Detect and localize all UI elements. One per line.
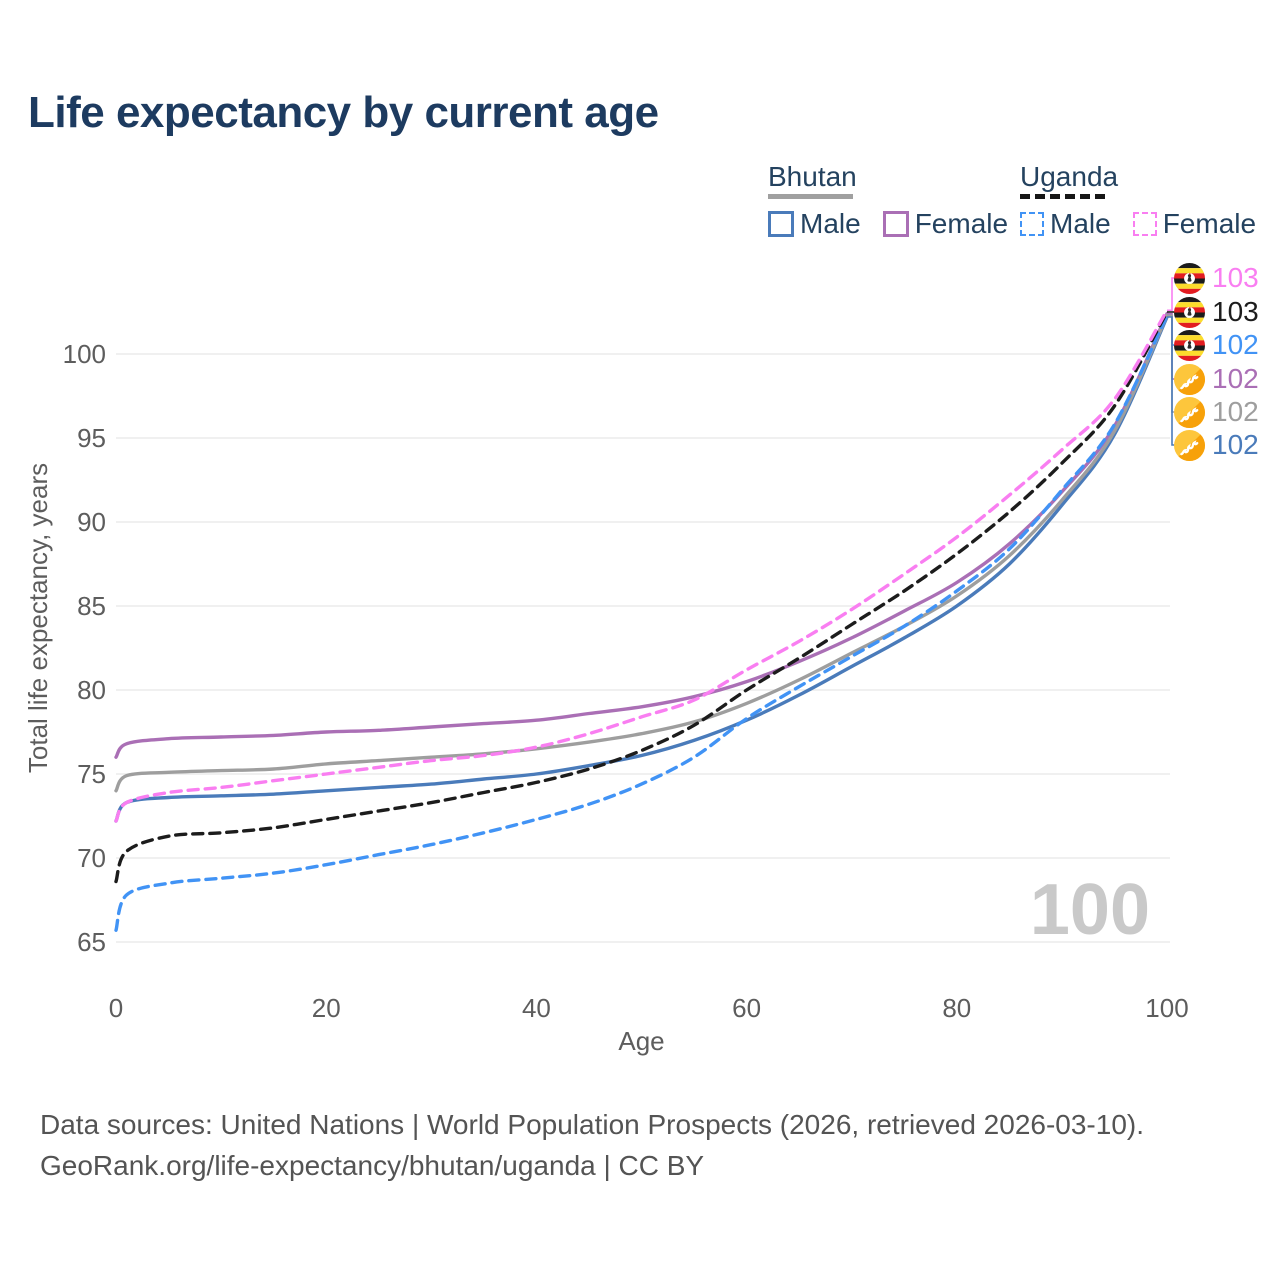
y-tick-label: 95 (77, 423, 106, 453)
attribution: Data sources: United Nations | World Pop… (40, 1104, 1144, 1186)
end-label-uganda-male: 102 (1174, 328, 1259, 362)
source-url-line: GeoRank.org/life-expectancy/bhutan/ugand… (40, 1150, 705, 1181)
series-line-bhutan-female (114, 312, 1169, 759)
x-tick-label: 80 (942, 993, 971, 1023)
y-tick-label: 75 (77, 759, 106, 789)
x-tick-label: 20 (312, 993, 341, 1023)
legend-underline-bhutan (768, 194, 853, 199)
series-line-bhutan (114, 313, 1169, 793)
x-tick-label: 60 (732, 993, 761, 1023)
data-sources-line: Data sources: United Nations | World Pop… (40, 1109, 1145, 1140)
end-label-value: 103 (1212, 296, 1259, 327)
legend-item-uganda-female[interactable]: Female (1132, 208, 1257, 240)
y-tick-label: 90 (77, 507, 106, 537)
legend-group-bhutan: Bhutan Male Female (768, 162, 1008, 240)
x-tick-label: 40 (522, 993, 551, 1023)
bhutan-flag-icon (1174, 430, 1205, 461)
legend-item-bhutan-female[interactable]: Female (882, 208, 1009, 240)
bhutan-male-swatch (768, 211, 794, 237)
end-label-bhutan-total: 102 (1174, 395, 1259, 429)
end-label-bhutan-female: 102 (1174, 362, 1259, 396)
series-line-uganda (114, 310, 1169, 884)
y-tick-label: 85 (77, 591, 106, 621)
legend-underline-uganda (1020, 194, 1105, 199)
uganda-female-swatch (1132, 212, 1157, 236)
end-label-value: 102 (1212, 429, 1259, 460)
uganda-male-swatch (1020, 212, 1044, 236)
y-tick-label: 70 (77, 843, 106, 873)
uganda-flag-icon (1174, 297, 1205, 328)
end-label-value: 102 (1212, 363, 1259, 394)
end-label-bhutan-male: 102 (1174, 428, 1259, 462)
bhutan-flag-icon (1174, 397, 1205, 428)
legend-label: Male (800, 208, 861, 239)
y-axis-title: Total life expectancy, years (23, 463, 53, 773)
age-watermark: 100 (1029, 870, 1150, 950)
bhutan-female-swatch (882, 211, 909, 237)
uganda-flag-icon (1174, 330, 1205, 361)
series-line-uganda-male (114, 313, 1169, 932)
series-line-uganda-female (114, 308, 1169, 823)
x-tick-label: 0 (109, 993, 123, 1023)
end-label-uganda-total: 103 (1174, 295, 1259, 329)
bhutan-flag-icon (1174, 364, 1205, 395)
end-label-value: 103 (1212, 262, 1259, 293)
legend-item-bhutan-male[interactable]: Male (768, 208, 861, 240)
x-axis-title: Age (618, 1026, 664, 1056)
legend-label: Female (914, 208, 1009, 239)
end-label-value: 102 (1212, 396, 1259, 427)
page-title: Life expectancy by current age (28, 88, 659, 137)
end-label-uganda-female: 103 (1174, 261, 1259, 295)
y-tick-label: 65 (77, 927, 106, 957)
legend-label: Female (1162, 208, 1257, 239)
uganda-flag-icon (1174, 263, 1205, 294)
legend-label: Male (1050, 208, 1111, 239)
legend-country-bhutan[interactable]: Bhutan (768, 161, 857, 192)
legend-item-uganda-male[interactable]: Male (1020, 208, 1111, 240)
series-line-bhutan-male (114, 315, 1169, 823)
legend-country-uganda[interactable]: Uganda (1020, 161, 1119, 192)
x-tick-label: 100 (1145, 993, 1188, 1023)
end-label-value: 102 (1212, 329, 1259, 360)
y-tick-label: 100 (63, 339, 106, 369)
legend-group-uganda: Uganda Male Female (1020, 162, 1256, 240)
y-tick-label: 80 (77, 675, 106, 705)
